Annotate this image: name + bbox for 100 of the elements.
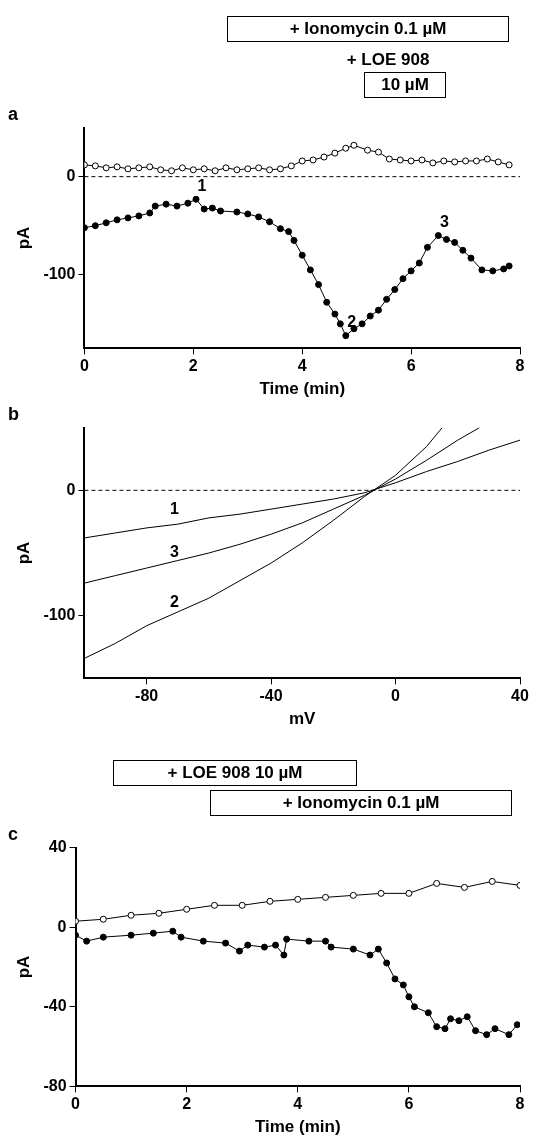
y-axis-title: pA xyxy=(13,226,33,250)
point xyxy=(366,951,374,959)
point xyxy=(489,267,497,275)
point xyxy=(433,879,441,887)
point xyxy=(323,298,331,306)
point xyxy=(494,158,502,166)
point xyxy=(244,165,252,173)
point xyxy=(149,929,157,937)
point xyxy=(91,162,99,170)
point xyxy=(472,1027,480,1035)
point xyxy=(407,157,415,165)
point xyxy=(342,144,350,152)
point xyxy=(178,164,186,172)
x-tick-label: 40 xyxy=(511,687,529,705)
point xyxy=(407,267,415,275)
x-tick-label: 2 xyxy=(188,357,198,375)
point xyxy=(173,202,181,210)
point xyxy=(505,1031,513,1039)
x-tick-label: -80 xyxy=(135,687,159,705)
text: + Ionomycin 0.1 µM xyxy=(210,790,512,816)
point xyxy=(423,243,431,251)
text: 10 µM xyxy=(364,72,446,98)
point xyxy=(238,901,246,909)
point xyxy=(99,915,107,923)
point xyxy=(472,157,480,165)
point xyxy=(99,933,107,941)
point xyxy=(127,931,135,939)
point xyxy=(184,199,192,207)
point xyxy=(491,1025,499,1033)
point xyxy=(349,945,357,953)
point xyxy=(266,218,274,226)
point xyxy=(283,935,291,943)
y-tick-label: -100 xyxy=(43,606,76,624)
point xyxy=(222,939,230,947)
point xyxy=(235,947,243,955)
point xyxy=(146,209,154,217)
y-tick-label: -80 xyxy=(43,1076,67,1094)
point xyxy=(309,156,317,164)
y-tick-label: -40 xyxy=(43,997,67,1015)
point xyxy=(244,210,252,218)
y-tick-label: 0 xyxy=(66,480,76,498)
x-tick-label: 2 xyxy=(182,1095,192,1113)
point xyxy=(146,163,154,171)
point xyxy=(451,158,459,166)
point xyxy=(189,166,197,174)
point xyxy=(391,286,399,294)
point xyxy=(483,155,491,163)
point xyxy=(364,146,372,154)
point xyxy=(383,959,391,967)
point xyxy=(451,238,459,246)
point xyxy=(102,219,110,227)
point xyxy=(418,156,426,164)
point xyxy=(266,166,274,174)
point xyxy=(260,943,268,951)
point xyxy=(124,214,132,222)
x-tick-label: 4 xyxy=(297,357,307,375)
point xyxy=(463,1013,471,1021)
chart-title: a xyxy=(8,103,19,124)
point xyxy=(374,148,382,156)
point xyxy=(157,166,165,174)
x-tick-label: -40 xyxy=(259,687,283,705)
annotation: 1 xyxy=(197,176,207,194)
point xyxy=(462,157,470,165)
text: + LOE 908 xyxy=(345,49,431,71)
point xyxy=(405,889,413,897)
x-tick-label: 6 xyxy=(406,357,416,375)
point xyxy=(290,236,298,244)
point xyxy=(255,213,263,221)
point xyxy=(366,312,374,320)
point xyxy=(183,905,191,913)
point xyxy=(488,877,496,885)
point xyxy=(276,165,284,173)
point xyxy=(244,941,252,949)
point xyxy=(217,207,225,215)
point xyxy=(459,246,467,254)
point xyxy=(327,943,335,951)
point xyxy=(305,937,313,945)
point xyxy=(331,310,339,318)
point xyxy=(513,1021,520,1029)
x-tick-label: 0 xyxy=(79,357,89,375)
point xyxy=(434,232,442,240)
text: + LOE 908 10 µM xyxy=(113,760,357,786)
point xyxy=(294,895,302,903)
point xyxy=(199,937,207,945)
point xyxy=(500,265,508,273)
point xyxy=(135,164,143,172)
point xyxy=(211,167,219,175)
point xyxy=(266,897,274,905)
y-tick-label: 40 xyxy=(48,838,67,856)
chart-title: c xyxy=(8,823,19,844)
point xyxy=(233,166,241,174)
annotation: 1 xyxy=(169,500,179,518)
point xyxy=(322,893,330,901)
point xyxy=(320,153,328,161)
point xyxy=(200,165,208,173)
point xyxy=(306,266,314,274)
y-tick-label: 0 xyxy=(57,917,67,935)
point xyxy=(399,275,407,283)
y-tick-label: -100 xyxy=(43,265,76,283)
point xyxy=(467,254,475,262)
